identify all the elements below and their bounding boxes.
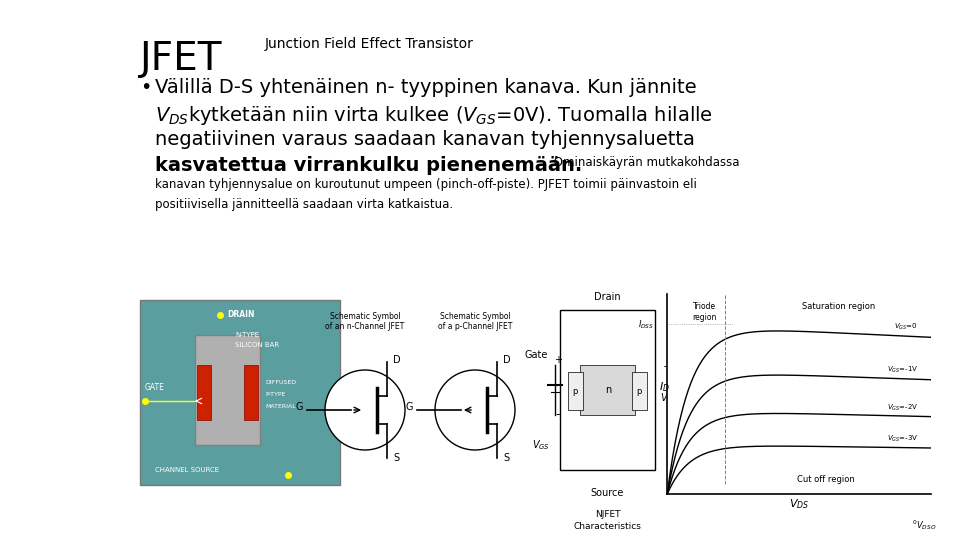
Text: Characteristics: Characteristics <box>573 522 641 531</box>
Text: kanavan tyhjennysalue on kuroutunut umpeen (pinch-off-piste). PJFET toimii päinv: kanavan tyhjennysalue on kuroutunut umpe… <box>155 178 697 191</box>
Text: of an n-Channel JFET: of an n-Channel JFET <box>325 322 404 331</box>
Text: JFET: JFET <box>140 40 223 78</box>
Text: Triode
region: Triode region <box>692 302 716 322</box>
Text: $V_{DS}$kytketään niin virta kulkee ($V_{GS}$=0V). Tuomalla hilalle: $V_{DS}$kytketään niin virta kulkee ($V_… <box>155 104 713 127</box>
Text: p: p <box>572 387 578 395</box>
Text: positiivisella jännitteellä saadaan virta katkaistua.: positiivisella jännitteellä saadaan virt… <box>155 198 453 211</box>
Text: $V_{GS}$=-1V: $V_{GS}$=-1V <box>886 365 918 375</box>
Text: DRAIN: DRAIN <box>227 310 254 319</box>
Text: kasvatettua virrankulku pienenemään.: kasvatettua virrankulku pienenemään. <box>155 156 583 175</box>
Bar <box>195 335 260 445</box>
Text: $V_{GS}$=-3V: $V_{GS}$=-3V <box>887 434 918 444</box>
Bar <box>560 310 655 470</box>
Text: Schematic Symbol: Schematic Symbol <box>329 312 400 321</box>
Bar <box>632 372 647 410</box>
Text: •: • <box>140 78 152 97</box>
Text: $V_{DS}$: $V_{DS}$ <box>660 391 678 405</box>
Bar <box>580 365 635 415</box>
Text: Saturation region: Saturation region <box>803 302 876 311</box>
Text: n: n <box>605 385 612 395</box>
Text: -: - <box>556 408 561 422</box>
Text: NJFET: NJFET <box>595 510 620 519</box>
Bar <box>568 372 583 410</box>
Text: Drain: Drain <box>594 292 621 302</box>
Text: DIFFUSED: DIFFUSED <box>265 381 296 386</box>
Bar <box>140 300 340 485</box>
Text: of a p-Channel JFET: of a p-Channel JFET <box>438 322 513 331</box>
Text: D: D <box>393 355 400 365</box>
Text: P-TYPE: P-TYPE <box>265 393 285 397</box>
Circle shape <box>325 370 405 450</box>
Text: $V_{GS}$=-2V: $V_{GS}$=-2V <box>886 402 918 413</box>
Text: Junction Field Effect Transistor: Junction Field Effect Transistor <box>265 37 474 51</box>
Text: G: G <box>296 402 303 412</box>
Text: Välillä D-S yhtenäinen n- tyyppinen kanava. Kun jännite: Välillä D-S yhtenäinen n- tyyppinen kana… <box>155 78 697 97</box>
Text: G: G <box>405 402 413 412</box>
Text: N-TYPE: N-TYPE <box>235 332 259 338</box>
Text: $V_{GS}$: $V_{GS}$ <box>532 438 550 452</box>
Text: Source: Source <box>590 488 624 498</box>
Text: $V_{GS}$=0: $V_{GS}$=0 <box>894 322 918 333</box>
Text: Schematic Symbol: Schematic Symbol <box>440 312 511 321</box>
X-axis label: $V_{DS}$: $V_{DS}$ <box>789 497 809 511</box>
Bar <box>244 365 258 420</box>
Y-axis label: $I_D$: $I_D$ <box>659 380 670 394</box>
Text: D: D <box>503 355 511 365</box>
Bar <box>197 365 211 420</box>
Text: +: + <box>663 360 674 373</box>
Text: CHANNEL SOURCE: CHANNEL SOURCE <box>155 467 219 473</box>
Text: Gate: Gate <box>524 350 548 360</box>
Text: S: S <box>503 453 509 463</box>
Text: Cut off region: Cut off region <box>797 475 854 484</box>
Text: MATERIAL: MATERIAL <box>265 404 296 409</box>
Text: S: S <box>393 453 399 463</box>
Circle shape <box>435 370 515 450</box>
Text: +: + <box>554 355 562 365</box>
Text: $I_{DSS}$: $I_{DSS}$ <box>637 318 654 330</box>
Text: $^{0}V_{DSO}$: $^{0}V_{DSO}$ <box>912 518 937 532</box>
Text: SILICON BAR: SILICON BAR <box>235 342 279 348</box>
Text: p: p <box>636 387 641 395</box>
Text: Ominaiskäyrän mutkakohdassa: Ominaiskäyrän mutkakohdassa <box>550 156 739 169</box>
Text: negatiivinen varaus saadaan kanavan tyhjennysaluetta: negatiivinen varaus saadaan kanavan tyhj… <box>155 130 695 149</box>
Text: GATE: GATE <box>145 383 165 393</box>
